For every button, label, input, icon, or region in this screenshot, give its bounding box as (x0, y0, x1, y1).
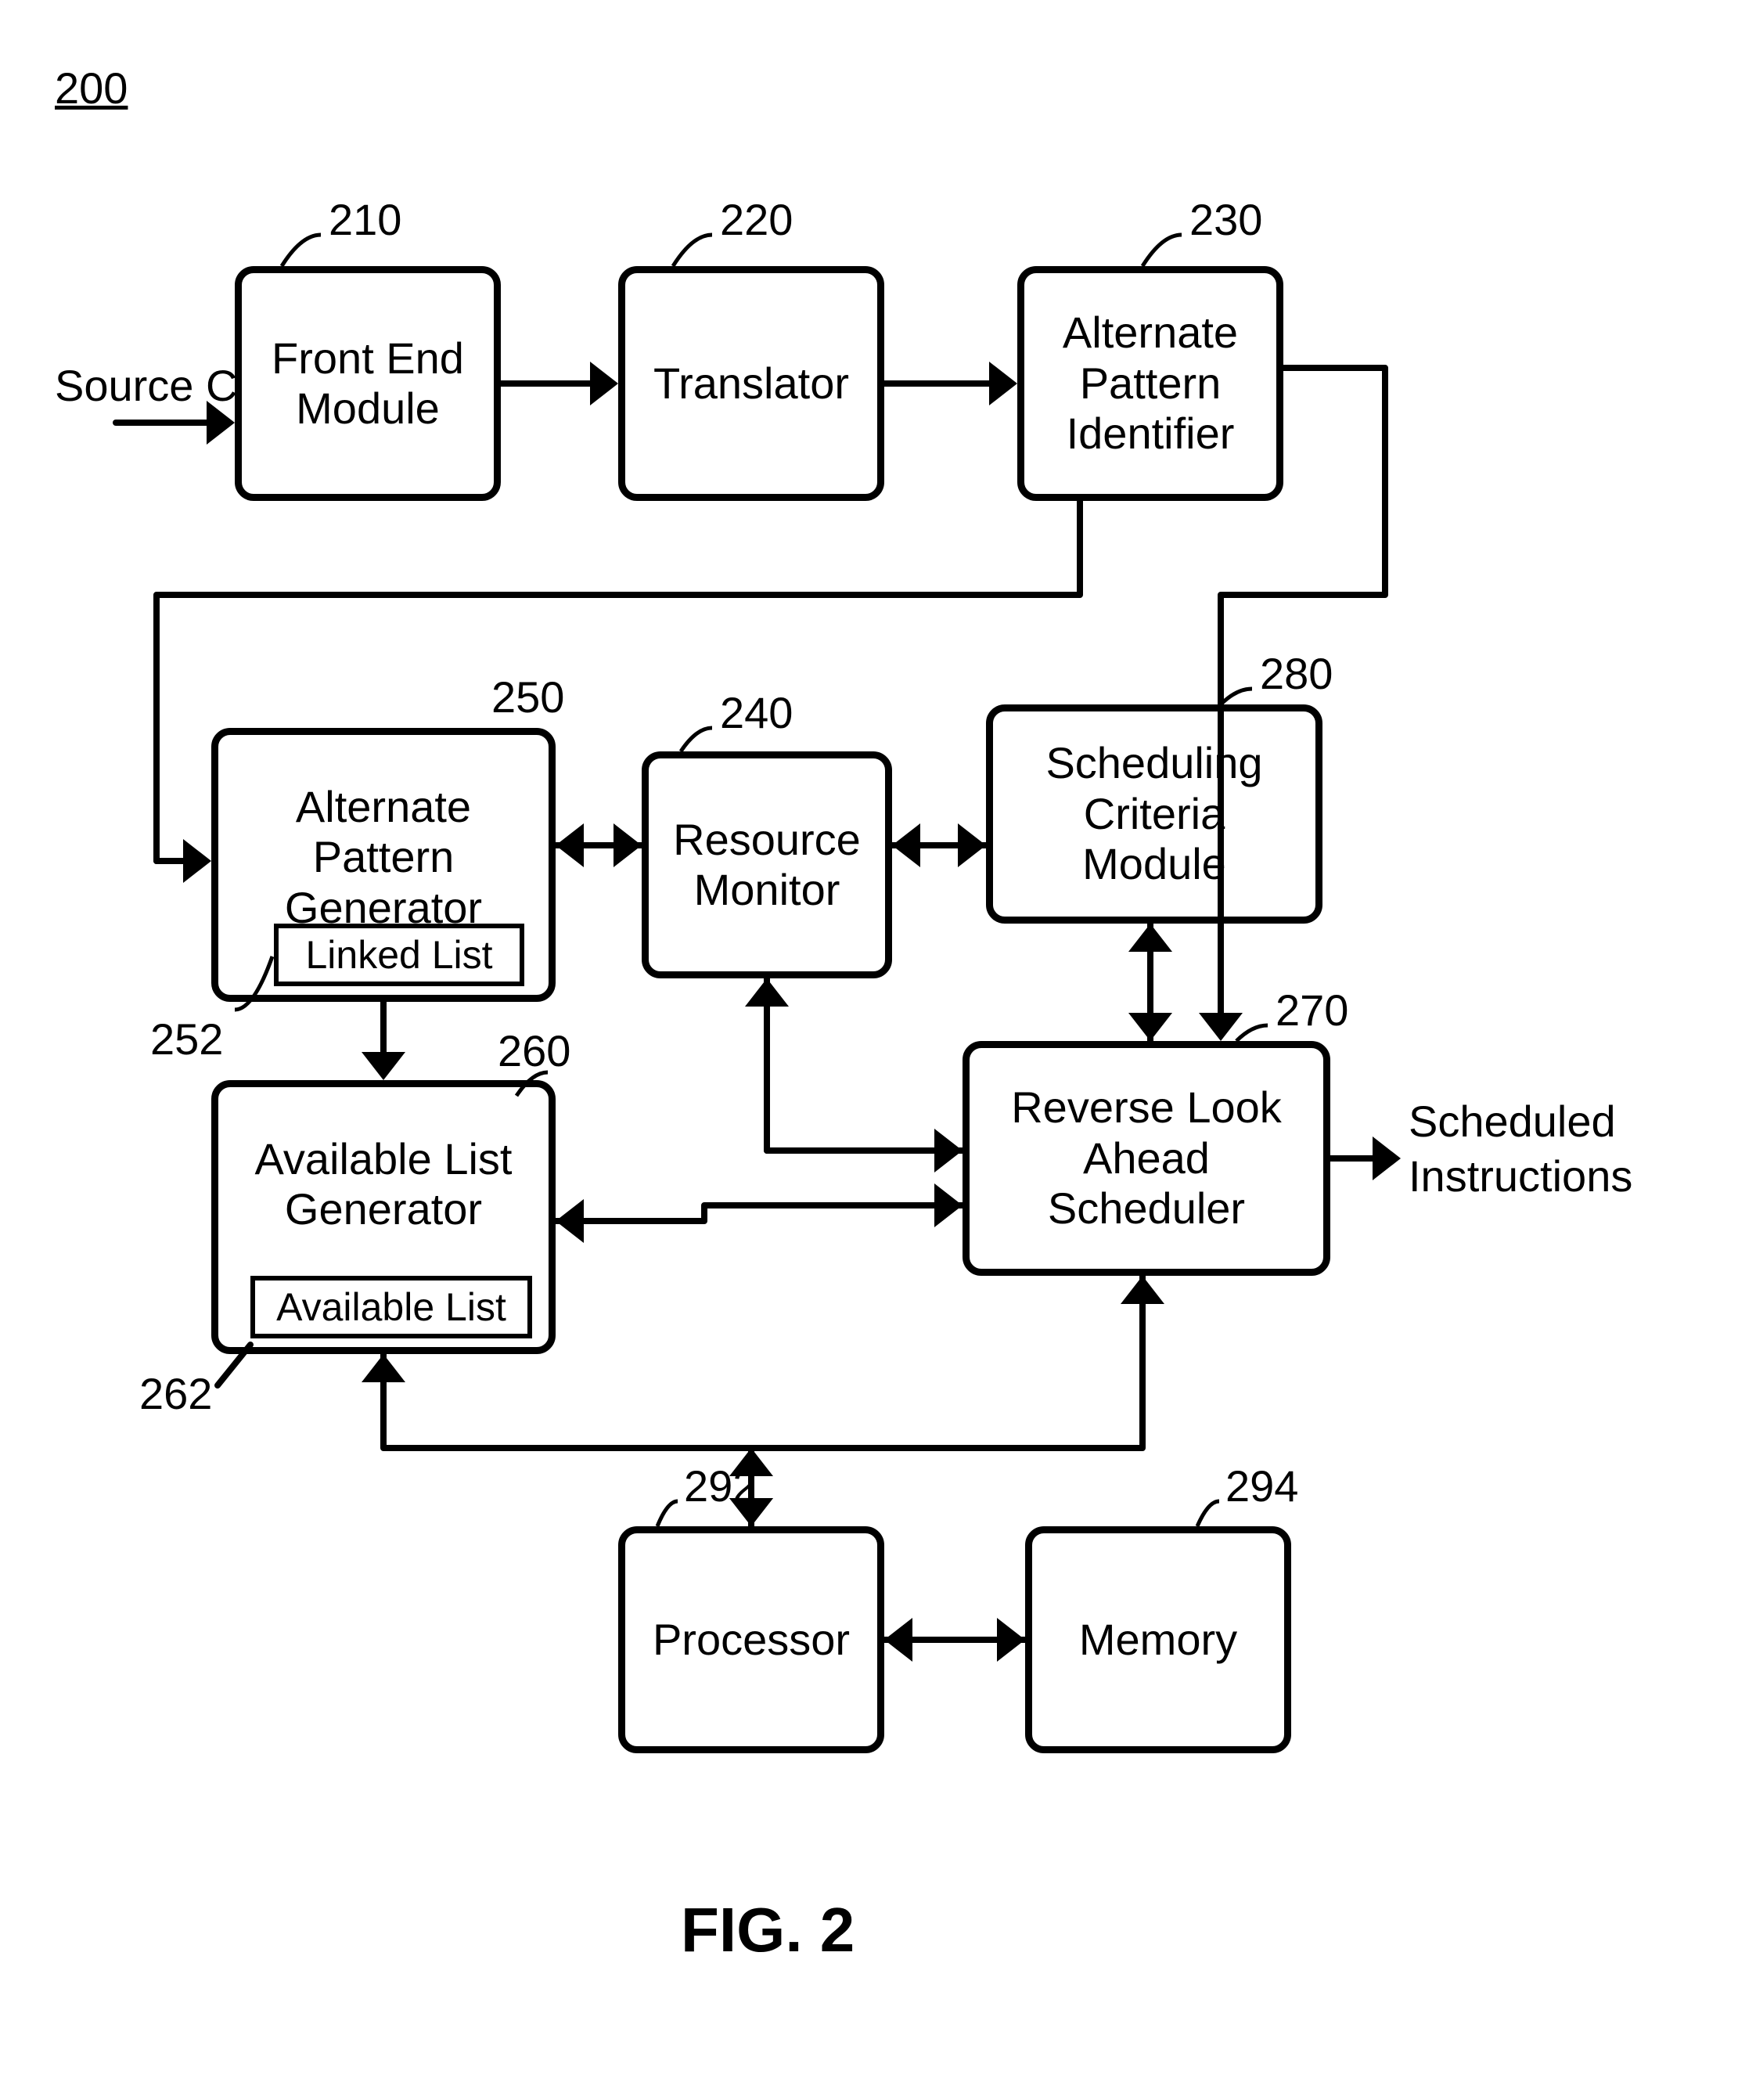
resource-monitor-box: ResourceMonitor (642, 751, 892, 978)
ref-210: 210 (329, 194, 401, 245)
scheduling-criteria-module-box: SchedulingCriteria Module (986, 704, 1322, 924)
alternate-pattern-generator-label: Alternate PatternGenerator (232, 782, 534, 933)
linked-list-box: Linked List (274, 924, 524, 986)
alternate-pattern-identifier-label: AlternatePatternIdentifier (1063, 308, 1238, 459)
figure-ref: 200 (55, 63, 128, 113)
processor-box: Processor (618, 1526, 884, 1753)
reverse-look-ahead-scheduler-box: Reverse LookAheadScheduler (963, 1041, 1330, 1276)
front-end-module-label: Front EndModule (272, 333, 464, 434)
memory-label: Memory (1079, 1615, 1237, 1665)
resource-monitor-label: ResourceMonitor (673, 815, 861, 916)
available-list-box: Available List (250, 1276, 532, 1338)
ref-230: 230 (1189, 194, 1262, 245)
alternate-pattern-identifier-box: AlternatePatternIdentifier (1017, 266, 1283, 501)
ref-250: 250 (491, 672, 564, 722)
figure-caption: FIG. 2 (681, 1894, 855, 1966)
ref-260: 260 (498, 1025, 570, 1076)
scheduled-instructions-label-1: Scheduled (1409, 1096, 1616, 1147)
ref-240: 240 (720, 687, 793, 738)
ref-294: 294 (1225, 1461, 1298, 1511)
ref-262: 262 (139, 1368, 212, 1419)
linked-list-label: Linked List (305, 932, 492, 978)
available-list-label: Available List (276, 1284, 506, 1330)
translator-box: Translator (618, 266, 884, 501)
front-end-module-box: Front EndModule (235, 266, 501, 501)
ref-252: 252 (150, 1014, 223, 1064)
available-list-generator-label: Available ListGenerator (255, 1134, 513, 1235)
ref-280: 280 (1260, 648, 1333, 699)
diagram-canvas: 200 Source Code Scheduled Instructions F… (0, 0, 1756, 2100)
ref-220: 220 (720, 194, 793, 245)
scheduling-criteria-module-label: SchedulingCriteria Module (1007, 738, 1301, 889)
scheduled-instructions-label-2: Instructions (1409, 1151, 1632, 1201)
ref-292: 292 (684, 1461, 757, 1511)
translator-label: Translator (653, 358, 849, 409)
processor-label: Processor (653, 1615, 850, 1665)
reverse-look-ahead-scheduler-label: Reverse LookAheadScheduler (1011, 1082, 1282, 1234)
ref-270: 270 (1276, 985, 1348, 1036)
memory-box: Memory (1025, 1526, 1291, 1753)
